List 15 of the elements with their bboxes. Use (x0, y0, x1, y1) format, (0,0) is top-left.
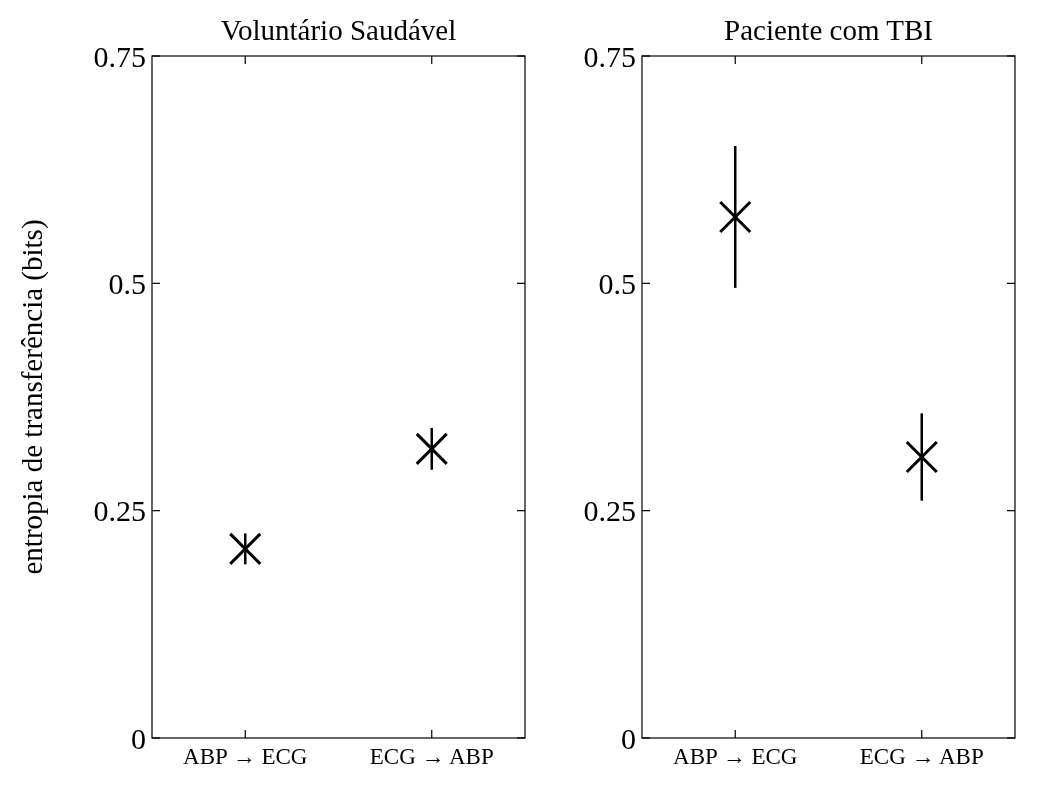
y-tick-label: 0 (131, 721, 146, 755)
y-tick-label: 0.75 (93, 39, 146, 73)
y-tick-label: 0.5 (108, 266, 146, 300)
x-tick-label: ECG → ABP (369, 744, 494, 769)
y-tick-label: 0.25 (583, 494, 636, 528)
y-axis-title: entropia de transferência (bits) (16, 219, 49, 575)
y-tick-label: 0 (621, 721, 636, 755)
chart-title: Paciente com TBI (724, 14, 933, 46)
x-tick-label: ABP → ECG (673, 744, 798, 769)
chart-title: Voluntário Saudável (220, 14, 457, 46)
y-tick-label: 0.25 (93, 494, 146, 528)
x-tick-label: ECG → ABP (859, 744, 984, 769)
x-tick-label: ABP → ECG (183, 744, 308, 769)
y-tick-label: 0.75 (583, 39, 636, 73)
y-tick-label: 0.5 (598, 266, 636, 300)
